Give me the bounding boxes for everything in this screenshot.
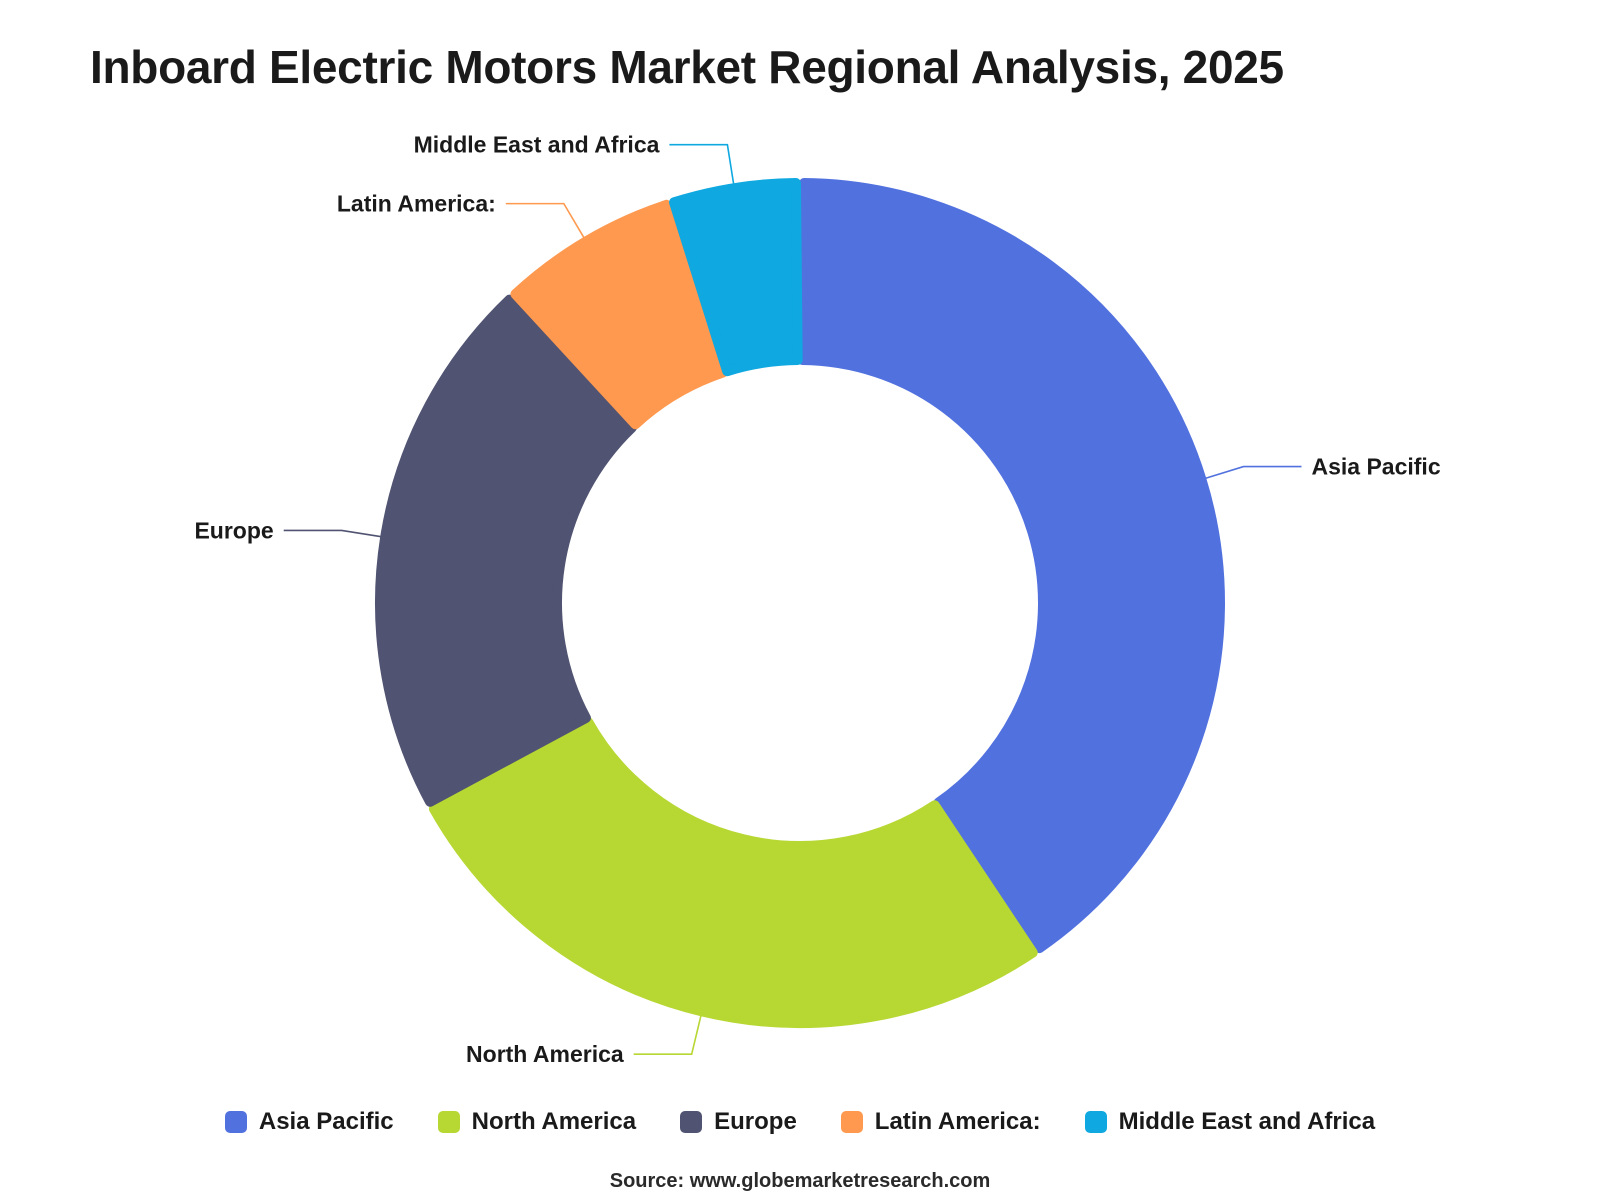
source-note: Source: www.globemarketresearch.com <box>609 1170 991 1192</box>
callout-label-asia-pacific: Asia Pacific <box>1311 454 1440 480</box>
callout-label-north-america: North America <box>466 1041 624 1067</box>
slice-callouts: Asia Pacific North America Europe Latin Ame… <box>194 132 1440 1067</box>
legend-item-north-america[interactable]: North America <box>437 1108 637 1136</box>
legend-swatch <box>437 1111 460 1133</box>
slice-middle-east-and-africa[interactable] <box>669 178 803 377</box>
callout-label-middle-east-and-africa: Middle East and Africa <box>414 132 660 158</box>
chart-legend: Asia Pacific North America Europe Latin Ame… <box>0 1108 1600 1136</box>
callout-line-middle-east-and-africa <box>669 143 735 185</box>
callout-line-north-america <box>633 1015 702 1055</box>
donut-chart: Asia Pacific North America Europe Latin Ame… <box>194 132 1440 1067</box>
legend-swatch <box>1084 1111 1107 1133</box>
chart-title: Inboard Electric Motors Market Regional … <box>90 41 1284 93</box>
legend-item-europe[interactable]: Europe <box>680 1108 797 1136</box>
donut-slices <box>375 178 1225 1028</box>
legend-item-middle-east-and-africa[interactable]: Middle East and Africa <box>1084 1108 1376 1136</box>
legend-swatch <box>840 1111 863 1133</box>
legend-swatch <box>224 1111 247 1133</box>
slice-latin-america[interactable] <box>510 199 728 430</box>
callout-line-europe <box>283 529 382 538</box>
slice-europe[interactable] <box>375 294 637 807</box>
callout-line-latin-america <box>505 202 585 239</box>
legend-label: Latin America: <box>874 1108 1041 1135</box>
legend-label: Asia Pacific <box>258 1108 394 1135</box>
slice-north-america[interactable] <box>428 717 1038 1028</box>
callout-label-europe: Europe <box>194 517 273 543</box>
legend-label: Middle East and Africa <box>1118 1108 1376 1135</box>
legend-item-asia-pacific[interactable]: Asia Pacific <box>224 1108 394 1136</box>
callout-label-latin-america: Latin America: <box>337 191 496 217</box>
legend-label: North America <box>471 1108 637 1135</box>
slice-asia-pacific[interactable] <box>797 178 1225 954</box>
legend-label: Europe <box>714 1108 797 1135</box>
legend-item-latin-america[interactable]: Latin America: <box>840 1108 1041 1136</box>
callout-line-asia-pacific <box>1205 465 1302 480</box>
legend-swatch <box>680 1111 703 1133</box>
